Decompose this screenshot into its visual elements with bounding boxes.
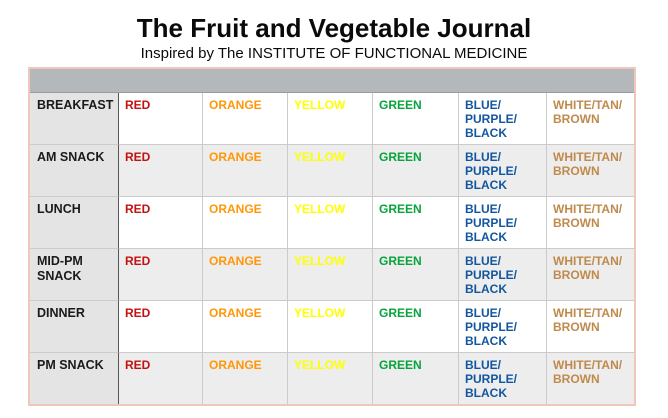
color-cell: ORANGE xyxy=(203,145,288,197)
color-cell: ORANGE xyxy=(203,249,288,301)
color-cell: GREEN xyxy=(373,249,459,301)
color-cell: WHITE/TAN/ BROWN xyxy=(547,93,635,145)
color-cell: BLUE/ PURPLE/ BLACK xyxy=(459,197,547,249)
meal-row-lunch: LUNCH RED ORANGE YELLOW GREEN BLUE/ PURP… xyxy=(30,197,635,249)
meal-label: PM SNACK xyxy=(30,353,119,404)
color-cell: GREEN xyxy=(373,301,459,353)
meal-row-pm-snack: PM SNACK RED ORANGE YELLOW GREEN BLUE/ P… xyxy=(30,353,635,404)
color-cell: GREEN xyxy=(373,197,459,249)
color-cell: YELLOW xyxy=(288,145,373,197)
color-cell: ORANGE xyxy=(203,93,288,145)
meal-row-am-snack: AM SNACK RED ORANGE YELLOW GREEN BLUE/ P… xyxy=(30,145,635,197)
color-cell: RED xyxy=(119,301,203,353)
color-cell: YELLOW xyxy=(288,197,373,249)
color-cell: ORANGE xyxy=(203,197,288,249)
color-cell: WHITE/TAN/ BROWN xyxy=(547,197,635,249)
color-cell: RED xyxy=(119,353,203,404)
meal-row-breakfast: BREAKFAST RED ORANGE YELLOW GREEN BLUE/ … xyxy=(30,93,635,145)
table-header-bar xyxy=(30,69,635,93)
color-cell: WHITE/TAN/ BROWN xyxy=(547,301,635,353)
color-cell: WHITE/TAN/ BROWN xyxy=(547,353,635,404)
meal-row-dinner: DINNER RED ORANGE YELLOW GREEN BLUE/ PUR… xyxy=(30,301,635,353)
page-subtitle: Inspired by The INSTITUTE OF FUNCTIONAL … xyxy=(140,45,528,62)
color-cell: RED xyxy=(119,249,203,301)
meal-label: MID-PM SNACK xyxy=(30,249,119,301)
color-cell: YELLOW xyxy=(288,93,373,145)
fruit-vegetable-journal-table: BREAKFAST RED ORANGE YELLOW GREEN BLUE/ … xyxy=(28,67,637,406)
color-cell: RED xyxy=(119,197,203,249)
color-cell: BLUE/ PURPLE/ BLACK xyxy=(459,145,547,197)
meal-label: BREAKFAST xyxy=(30,93,119,145)
meal-label: DINNER xyxy=(30,301,119,353)
color-cell: RED xyxy=(119,145,203,197)
meal-label: AM SNACK xyxy=(30,145,119,197)
color-cell: WHITE/TAN/ BROWN xyxy=(547,145,635,197)
color-cell: YELLOW xyxy=(288,301,373,353)
color-cell: GREEN xyxy=(373,145,459,197)
color-cell: GREEN xyxy=(373,353,459,404)
page-title: The Fruit and Vegetable Journal xyxy=(136,13,532,43)
meal-label: LUNCH xyxy=(30,197,119,249)
color-cell: YELLOW xyxy=(288,353,373,404)
color-cell: BLUE/ PURPLE/ BLACK xyxy=(459,249,547,301)
table-header-row xyxy=(30,69,635,93)
color-cell: BLUE/ PURPLE/ BLACK xyxy=(459,353,547,404)
color-cell: BLUE/ PURPLE/ BLACK xyxy=(459,301,547,353)
color-cell: BLUE/ PURPLE/ BLACK xyxy=(459,93,547,145)
color-cell: ORANGE xyxy=(203,301,288,353)
color-cell: WHITE/TAN/ BROWN xyxy=(547,249,635,301)
color-cell: YELLOW xyxy=(288,249,373,301)
meal-row-mid-pm-snack: MID-PM SNACK RED ORANGE YELLOW GREEN BLU… xyxy=(30,249,635,301)
color-cell: GREEN xyxy=(373,93,459,145)
color-cell: ORANGE xyxy=(203,353,288,404)
color-cell: RED xyxy=(119,93,203,145)
